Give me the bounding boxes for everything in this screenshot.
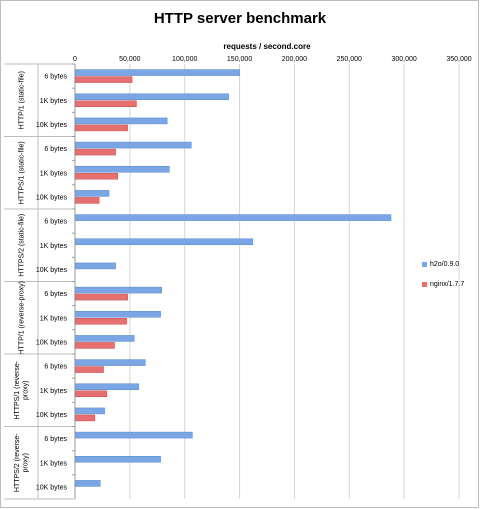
bar-nginx xyxy=(74,124,128,132)
chart-title: HTTP server benchmark xyxy=(153,10,327,27)
bar-nginx xyxy=(74,76,133,83)
group-label: HTTP/1 (static-file) xyxy=(19,71,26,129)
x-tick-label: 50,000 xyxy=(119,56,141,63)
group-label: HTTPS/1 (reverse-proxy) xyxy=(14,360,30,419)
bar-h2o xyxy=(74,286,162,294)
bar-nginx xyxy=(74,173,119,180)
bar-h2o xyxy=(74,190,110,197)
bar-nginx xyxy=(74,318,127,325)
group-label-line: HTTPS/1 (static-file) xyxy=(19,141,26,204)
group-label: HTTPS/2 (reverse-proxy) xyxy=(14,433,30,492)
category-label: 6 bytes xyxy=(44,364,67,371)
category-label: 10K bytes xyxy=(36,267,68,274)
category-label: 1K bytes xyxy=(40,388,68,395)
group-label-line: proxy) xyxy=(23,453,30,472)
x-tick-label: 150,000 xyxy=(227,56,252,63)
bar-nginx xyxy=(74,366,104,373)
category-label: 1K bytes xyxy=(40,243,68,250)
legend-swatch-nginx xyxy=(422,281,427,287)
legend: h2o/0.9.0 nginx/1.7.7 xyxy=(422,254,464,294)
category-label: 1K bytes xyxy=(40,315,68,322)
category-label: 6 bytes xyxy=(44,146,67,153)
bar-h2o xyxy=(74,117,168,125)
bar-nginx xyxy=(74,414,95,422)
x-tick-label: 100,000 xyxy=(172,56,197,63)
bar-h2o xyxy=(74,93,229,100)
legend-label-nginx: nginx/1.7.7 xyxy=(430,280,465,288)
category-label: 10K bytes xyxy=(36,122,68,129)
x-axis-title: requests / second.core xyxy=(223,42,311,51)
bar-h2o xyxy=(74,480,101,487)
category-label: 10K bytes xyxy=(36,484,68,491)
group-label-line: HTTPS/2 (static-file) xyxy=(19,214,26,277)
bar-h2o xyxy=(74,141,192,149)
legend-label-h2o: h2o/0.9.0 xyxy=(430,260,460,268)
x-tick-label: 0 xyxy=(73,56,77,63)
bar-h2o xyxy=(74,69,240,76)
bar-h2o xyxy=(74,335,135,342)
bar-nginx xyxy=(74,100,137,107)
x-tick-label: 300,000 xyxy=(391,56,416,63)
bar-nginx xyxy=(74,148,116,156)
group-label: HTTP/1 (reverse-proxy) xyxy=(19,281,26,355)
group-label-line: HTTP/1 (reverse-proxy) xyxy=(19,281,26,355)
bar-h2o xyxy=(74,359,146,366)
bar-h2o xyxy=(74,407,105,415)
category-label: 1K bytes xyxy=(40,460,68,467)
category-label: 1K bytes xyxy=(40,170,68,177)
bar-h2o xyxy=(74,238,253,245)
bar-nginx xyxy=(74,197,100,204)
group-label-line: HTTPS/1 (reverse- xyxy=(14,360,21,419)
x-tick-label: 350,000 xyxy=(446,56,471,63)
group-label: HTTPS/1 (static-file) xyxy=(19,141,26,204)
bar-h2o xyxy=(74,311,161,318)
category-label: 10K bytes xyxy=(36,412,68,419)
bar-h2o xyxy=(74,456,161,463)
group-label-line: HTTP/1 (static-file) xyxy=(19,71,26,129)
bar-nginx xyxy=(74,293,128,301)
legend-item-nginx: nginx/1.7.7 xyxy=(422,274,464,294)
legend-item-h2o: h2o/0.9.0 xyxy=(422,254,464,274)
bar-nginx xyxy=(74,342,115,349)
category-label: 6 bytes xyxy=(44,436,67,443)
category-label: 6 bytes xyxy=(44,74,67,81)
category-label: 6 bytes xyxy=(44,219,67,226)
group-label-line: proxy) xyxy=(23,381,30,400)
category-label: 10K bytes xyxy=(36,339,68,346)
bar-nginx xyxy=(74,390,108,397)
category-label: 6 bytes xyxy=(44,291,67,298)
bar-h2o xyxy=(74,214,392,221)
bar-h2o xyxy=(74,262,116,270)
legend-swatch-h2o xyxy=(422,261,427,267)
bar-h2o xyxy=(74,383,139,390)
bar-h2o xyxy=(74,166,170,173)
group-label-line: HTTPS/2 (reverse- xyxy=(14,433,21,492)
bar-h2o xyxy=(74,431,193,439)
category-label: 10K bytes xyxy=(36,194,68,201)
category-label: 1K bytes xyxy=(40,98,68,105)
group-label: HTTPS/2 (static-file) xyxy=(19,214,26,277)
x-tick-label: 200,000 xyxy=(282,56,307,63)
x-tick-label: 250,000 xyxy=(337,56,362,63)
